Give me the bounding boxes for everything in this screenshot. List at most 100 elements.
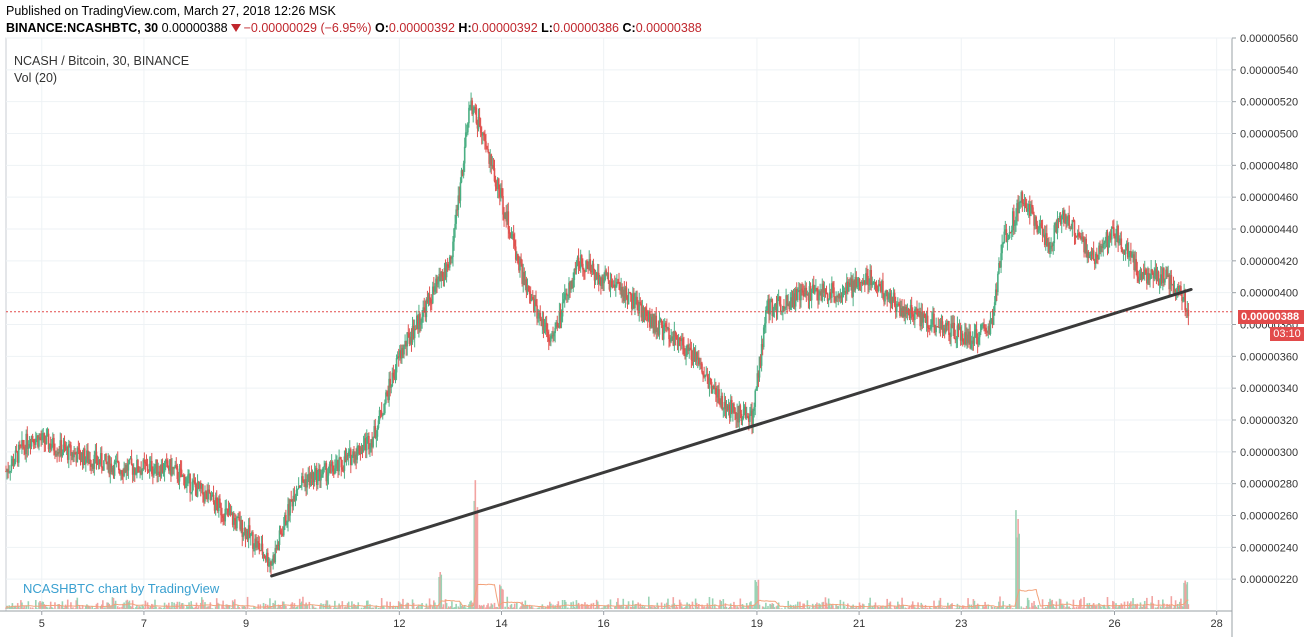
volume-bar [19,608,21,609]
volume-bar [1170,596,1173,609]
candle [609,280,612,290]
candle [638,302,641,314]
candle [613,284,616,288]
volume-bar [652,608,654,609]
volume-bar [975,606,978,609]
candle [475,107,478,124]
candle [34,438,37,445]
candle [187,474,189,479]
candle [173,467,175,469]
volume-bar [439,572,442,609]
candle [1020,192,1023,202]
candle [571,280,573,288]
candle [182,474,185,477]
candle [1003,231,1006,244]
volume-bar [960,607,963,609]
volume-bar [777,602,780,609]
candle [205,491,207,493]
volume-bar [211,608,214,609]
volume-bar [154,599,156,609]
candle [60,440,63,457]
volume-bar [737,607,739,609]
volume-bar [269,598,271,609]
candle [508,229,511,234]
candle [836,296,838,298]
candle [682,338,684,346]
candle [247,525,250,540]
volume-bar [1133,607,1135,609]
volume-bar [669,607,671,609]
candle [311,472,314,479]
candle [592,263,595,271]
candle [925,315,928,323]
volume-bar [76,597,79,609]
volume-bar [105,608,107,609]
candle [485,141,487,147]
candle [754,390,757,407]
volume-bar [589,605,592,609]
candle [606,272,609,276]
candle [256,541,258,548]
volume-bar [224,608,227,609]
candle [654,315,656,333]
candle [411,325,414,343]
volume-bar [203,605,205,609]
volume-bar [531,607,534,609]
candle [810,289,813,301]
volume-bar [379,607,382,609]
candle [722,408,725,410]
candle [528,290,531,295]
candle [405,340,407,347]
candle [715,387,717,395]
candle [246,530,249,540]
candle [651,316,653,327]
candle [653,314,655,333]
candle [462,163,465,176]
candle [138,471,140,473]
volume-bar [1168,604,1171,609]
volume-bar [470,600,472,609]
countdown-tag: 03:10 [1270,327,1304,341]
volume-bar [179,606,182,609]
volume-bar [148,607,151,609]
volume-bar [135,607,137,609]
candle [92,463,95,469]
volume-bar [729,603,732,609]
candle [337,460,339,472]
candle [1048,242,1050,252]
volume-bar [1068,606,1070,609]
volume-bar [902,604,904,609]
volume-bar [113,603,116,609]
candle [636,296,638,306]
volume-bar [661,607,664,609]
candle [327,472,330,476]
volume-bar [708,596,711,609]
volume-bar [393,608,396,609]
candle [396,356,399,359]
candle [735,412,737,419]
volume-bar [230,608,233,609]
chart-credit-link[interactable]: NCASHBTC chart by TradingView [23,581,220,596]
candle [563,293,566,300]
low-label: L: [541,21,553,35]
candle [947,321,949,326]
candle [413,328,416,339]
volume-bar [72,607,74,609]
candle [914,309,916,321]
volume-bar [1043,608,1046,609]
candle [335,463,337,469]
volume-bar [619,606,621,609]
candle [251,532,253,535]
volume-bar [380,598,383,609]
candle [586,260,588,265]
candle [149,460,152,464]
candle [171,466,173,476]
volume-bar [862,604,865,609]
volume-bar [152,604,154,609]
volume-bar [326,600,329,609]
candle [624,287,627,301]
volume-bar [63,607,66,609]
volume-bar [700,608,702,609]
candle [775,304,778,312]
